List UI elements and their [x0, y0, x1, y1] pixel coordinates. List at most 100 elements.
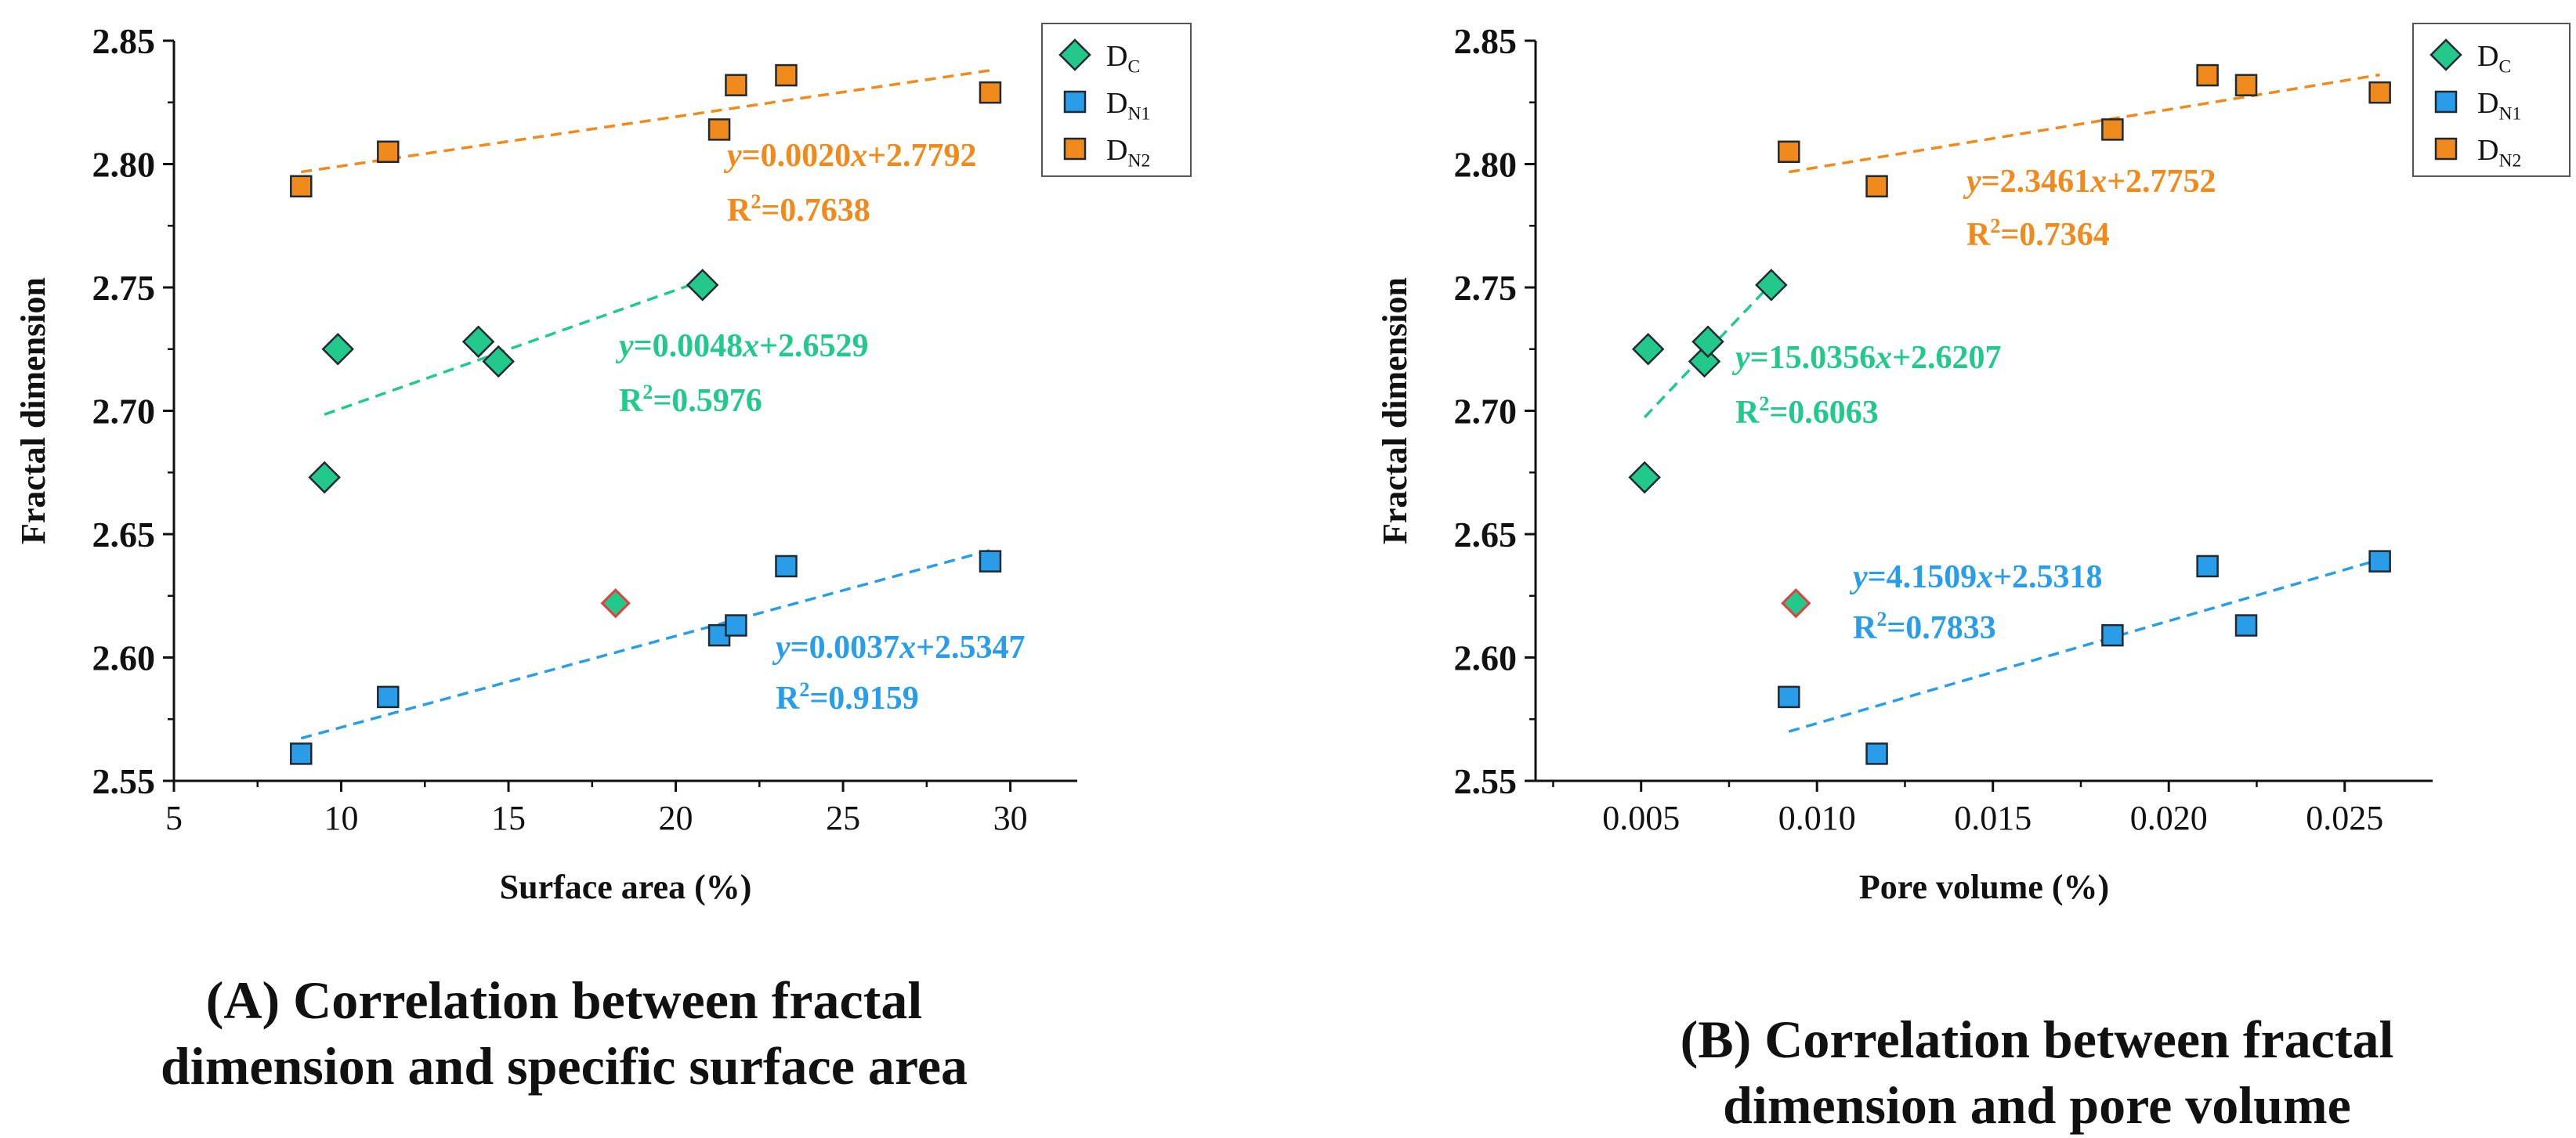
point-d-c: [308, 461, 341, 494]
point-d-n1: [725, 614, 747, 637]
point-d-n1: [979, 550, 1002, 573]
y-axis-label: Fractal dimension: [14, 277, 52, 544]
y-tick-label: 2.65: [1454, 515, 1518, 555]
legend-label-d-n1: DN1: [1106, 87, 1150, 124]
x-tick-label: 25: [826, 799, 860, 837]
equation-d-n1: y=4.1509x+2.5318: [1849, 559, 2103, 595]
chart-b: 2.55 2.60 2.65 2.70 2.75 2.80 2.85 0.005 0.010 0.…: [1376, 21, 2571, 906]
y-tick-label: 2.70: [1454, 392, 1518, 432]
caption-b-line-2: dimension and pore volume: [1723, 1075, 2351, 1135]
equation-d-n2: y=2.3461x+2.7752: [1963, 164, 2216, 200]
point-d-c: [482, 345, 515, 378]
legend-label-d-n1: DN1: [2477, 87, 2521, 124]
point-d-n2: [725, 74, 747, 96]
point-d-n2: [290, 175, 313, 198]
point-outlier: [1781, 588, 1811, 619]
point-d-n1: [1865, 742, 1888, 765]
y-tick-label: 2.60: [1454, 638, 1518, 678]
point-d-c: [1631, 332, 1665, 366]
point-d-n2: [775, 63, 798, 87]
x-tick-label: 15: [491, 799, 526, 837]
point-d-n1: [2196, 555, 2219, 578]
y-tick-label: 2.55: [1454, 761, 1518, 801]
x-tick-label: 0.015: [1954, 799, 2031, 837]
y-tick-label: 2.70: [92, 392, 156, 432]
legend-marker-d-c: [2429, 38, 2462, 71]
legend-marker-d-n2: [2434, 137, 2458, 161]
y-tick-label: 2.60: [92, 638, 156, 678]
point-d-n2: [979, 81, 1002, 104]
r2-d-n2: R2=0.7364: [1966, 215, 2110, 253]
x-axis-label: Surface area (%): [500, 868, 752, 906]
legend-label-d-n2: DN2: [2477, 134, 2521, 171]
y-tick-label: 2.75: [1454, 268, 1518, 308]
equation-d-n1: y=0.0037x+2.5347: [772, 630, 1026, 666]
x-tick-label: 0.010: [1778, 799, 1856, 837]
y-tick-label: 2.80: [92, 145, 156, 185]
point-d-n1: [2368, 550, 2391, 573]
point-d-n2: [1778, 140, 1800, 163]
fit-line-d-n2: [301, 69, 991, 174]
point-d-n2: [377, 140, 400, 163]
r2-d-c: R2=0.6063: [1735, 392, 1879, 431]
equation-d-c: y=0.0048x+2.6529: [615, 328, 869, 364]
caption-b-line-1: (B) Correlation between fractal: [1680, 1010, 2394, 1069]
caption-b: (B) Correlation between fractal dimensio…: [1489, 1006, 2576, 1138]
x-tick-label: 5: [165, 799, 183, 837]
y-tick-label: 2.75: [92, 268, 156, 308]
point-d-c: [461, 325, 495, 359]
point-d-n1: [377, 685, 400, 709]
r2-d-n2: R2=0.7638: [727, 190, 870, 229]
x-tick-label: 0.005: [1602, 799, 1680, 837]
x-axis-label: Pore volume (%): [1859, 868, 2109, 906]
fit-line-d-c: [324, 279, 704, 416]
r2-d-n1: R2=0.9159: [776, 678, 919, 717]
r2-d-n1: R2=0.7833: [1853, 608, 1996, 646]
point-d-n2: [2196, 63, 2219, 87]
x-tick-label: 30: [993, 799, 1028, 837]
y-tick-label: 2.85: [92, 21, 156, 61]
fit-line-d-n2: [1789, 73, 2380, 174]
legend-marker-d-n1: [1063, 90, 1087, 114]
point-d-n1: [775, 555, 798, 578]
point-d-c: [1628, 461, 1661, 494]
x-tick-label: 0.025: [2306, 799, 2383, 837]
x-tick-label: 10: [324, 799, 359, 837]
legend-marker-d-c: [1058, 38, 1091, 71]
r2-d-c: R2=0.5976: [619, 381, 762, 419]
equation-d-c: y=15.0356x+2.6207: [1731, 340, 2002, 376]
legend-marker-d-n2: [1063, 137, 1087, 161]
x-tick-label: 0.020: [2130, 799, 2208, 837]
caption-a-line-1: (A) Correlation between fractal: [205, 970, 923, 1030]
point-d-c: [321, 332, 355, 366]
point-d-n1: [1778, 685, 1800, 709]
caption-a: (A) Correlation between fractal dimensio…: [63, 967, 1065, 1099]
point-d-c: [1691, 325, 1724, 359]
chart-a: 2.55 2.60 2.65 2.70 2.75 2.80 2.85 5 10 15 20 25 30 S…: [14, 21, 1192, 906]
point-d-n2: [2368, 81, 2391, 104]
y-tick-label: 2.85: [1454, 21, 1518, 61]
legend-label-d-n2: DN2: [1106, 134, 1150, 171]
legend: DC DN1 DN2: [1041, 23, 1192, 177]
point-d-c: [686, 269, 719, 302]
point-d-c: [1755, 269, 1788, 302]
point-d-n1: [290, 742, 313, 765]
point-d-n2: [707, 118, 731, 141]
y-tick-label: 2.80: [1454, 145, 1518, 185]
fit-line-d-n1: [1788, 558, 2381, 733]
point-d-n1: [2234, 614, 2258, 637]
point-d-n1: [2101, 623, 2124, 647]
y-tick-label: 2.55: [92, 761, 156, 801]
legend-label-d-c: DC: [2477, 40, 2511, 77]
legend: DC DN1 DN2: [2412, 23, 2571, 177]
point-d-n2: [2101, 118, 2124, 141]
y-axis-label: Fractal dimension: [1376, 277, 1414, 544]
legend-marker-d-n1: [2434, 90, 2458, 114]
point-d-n2: [1865, 175, 1888, 198]
x-tick-label: 20: [659, 799, 693, 837]
fit-line-d-n1: [300, 548, 991, 740]
legend-label-d-c: DC: [1106, 40, 1140, 77]
point-outlier: [600, 588, 631, 619]
equation-d-n2: y=0.0020x+2.7792: [723, 138, 977, 174]
